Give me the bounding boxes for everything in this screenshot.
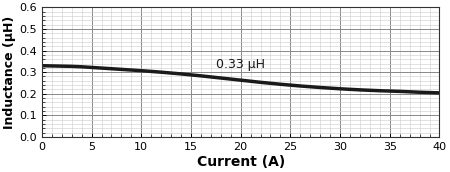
Y-axis label: Inductance (μH): Inductance (μH) bbox=[4, 15, 17, 129]
Text: 0.33 μH: 0.33 μH bbox=[216, 58, 265, 71]
X-axis label: Current (A): Current (A) bbox=[197, 154, 285, 169]
